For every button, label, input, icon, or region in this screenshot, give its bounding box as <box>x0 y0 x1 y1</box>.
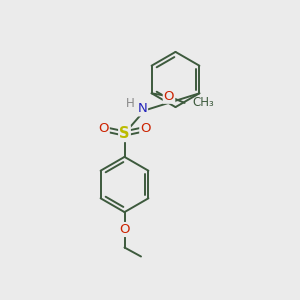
Text: O: O <box>119 223 130 236</box>
Text: O: O <box>164 90 174 103</box>
Text: H: H <box>126 97 135 110</box>
Text: N: N <box>137 102 147 116</box>
Text: CH₃: CH₃ <box>192 96 214 110</box>
Text: S: S <box>119 126 130 141</box>
Text: O: O <box>98 122 109 136</box>
Text: O: O <box>140 122 151 136</box>
